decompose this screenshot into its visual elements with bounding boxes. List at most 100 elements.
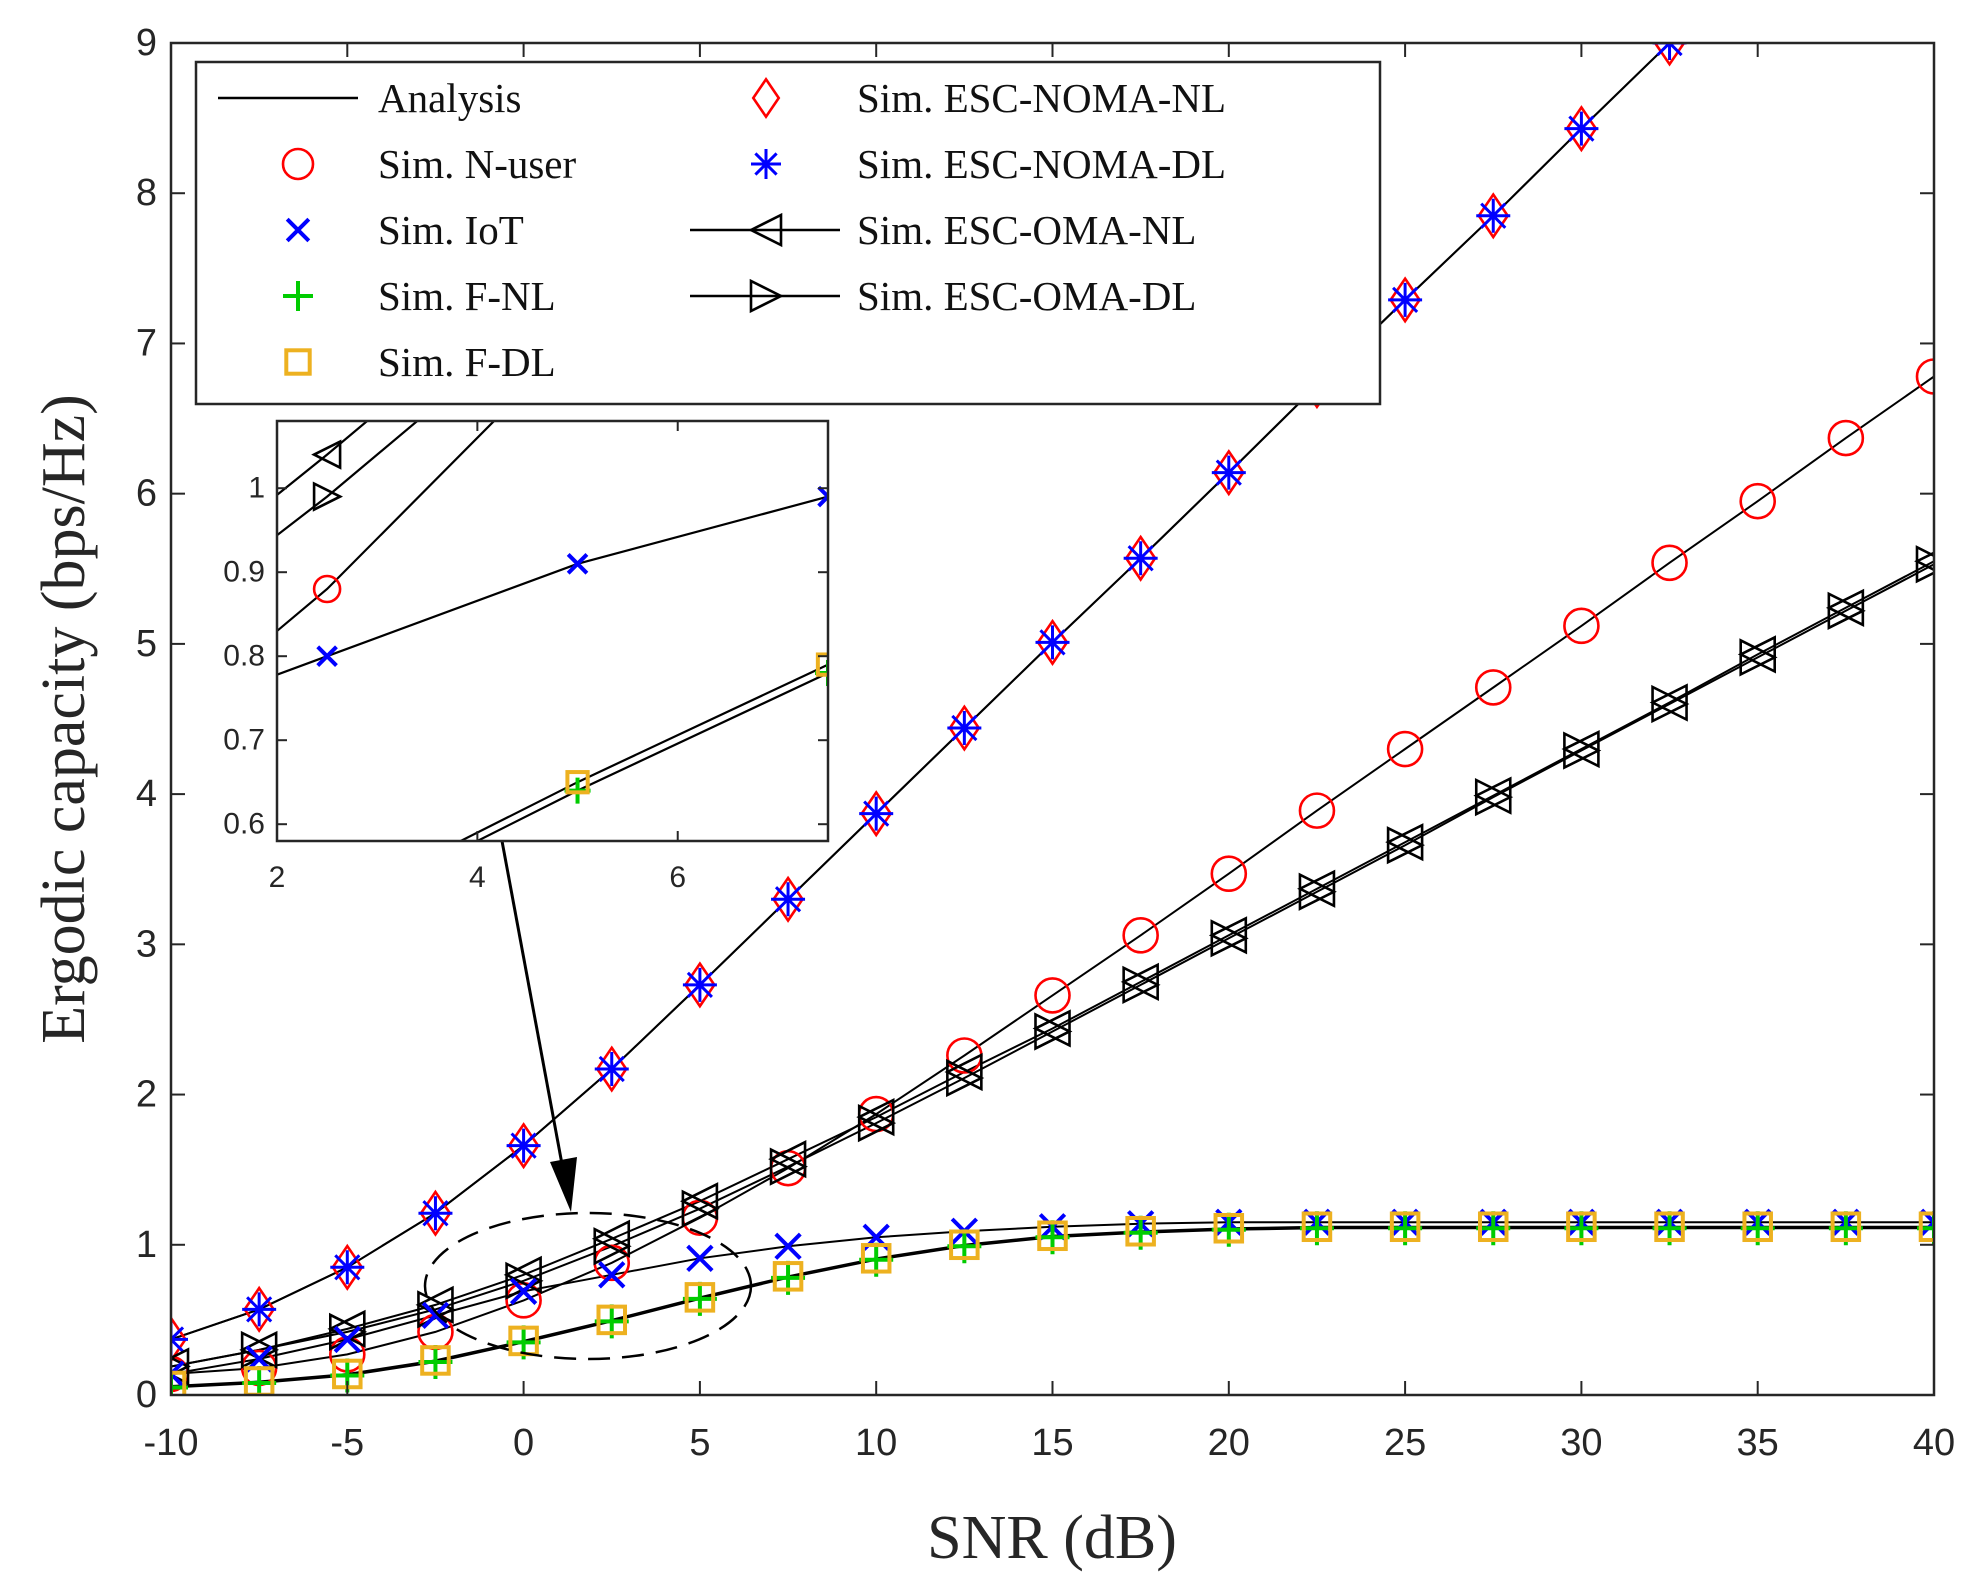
marker-sim-esc-noma-dl xyxy=(594,1052,629,1087)
legend-item-analysis: Analysis xyxy=(218,75,522,121)
marker-sim-esc-oma-dl xyxy=(593,1227,632,1266)
marker-sim-esc-noma-dl xyxy=(771,882,806,917)
marker-sim-f-dl xyxy=(949,1229,980,1261)
x-tick-label: 4 xyxy=(469,861,486,894)
marker-sim-esc-noma-dl xyxy=(1211,455,1246,490)
marker-sim-esc-oma-nl xyxy=(1825,588,1865,627)
marker-sim-esc-oma-dl xyxy=(681,1189,720,1228)
marker-sim-esc-oma-dl xyxy=(1034,1012,1073,1051)
marker-sim-esc-oma-dl xyxy=(946,1058,985,1098)
marker-sim-n-user xyxy=(1651,544,1688,582)
marker-sim-esc-noma-nl xyxy=(243,1285,276,1333)
legend-label: Sim. F-DL xyxy=(378,339,556,385)
marker-sim-esc-noma-dl xyxy=(1035,625,1070,660)
marker-sim-esc-noma-nl xyxy=(1389,276,1422,324)
y-axis-label: Ergodic capacity (bps/Hz) xyxy=(30,394,98,1044)
marker-sim-esc-oma-nl xyxy=(1297,869,1336,908)
callout xyxy=(423,840,753,1361)
marker-sim-esc-oma-dl xyxy=(1474,778,1514,817)
callout-arrowhead xyxy=(550,1157,577,1212)
marker-sim-esc-noma-nl xyxy=(1124,534,1157,582)
marker-sim-esc-oma-dl xyxy=(1827,591,1866,630)
x-tick-label: 0 xyxy=(513,1422,534,1464)
marker-sim-f-dl xyxy=(1037,1220,1068,1252)
main-markers xyxy=(171,43,1934,1395)
legend-items: Analysis Sim. N-user Sim. IoT Sim. F-NL Sim.… xyxy=(218,75,1226,385)
marker-sim-f-dl xyxy=(772,1261,804,1292)
marker-sim-esc-noma-nl xyxy=(860,790,893,838)
marker-sim-iot xyxy=(686,1244,714,1272)
inset: 2 4 6 0.6 0.7 0.8 0.9 1 xyxy=(223,419,830,894)
marker-sim-esc-oma-nl xyxy=(1649,683,1688,722)
y-tick-label: 0.8 xyxy=(223,640,265,673)
legend-item-sim-f-nl: Sim. F-NL xyxy=(283,273,556,319)
y-tick-label: 0.6 xyxy=(223,808,265,841)
marker-sim-esc-oma-dl xyxy=(1386,826,1426,865)
y-tick-label: 0 xyxy=(136,1374,157,1416)
marker-sim-f-dl xyxy=(684,1282,716,1313)
x-tick-label: -5 xyxy=(330,1422,364,1464)
x-tick-label: 25 xyxy=(1384,1422,1426,1464)
marker-sim-iot xyxy=(598,1261,626,1289)
marker-sim-esc-oma-dl xyxy=(1563,731,1602,770)
marker-sim-iot xyxy=(817,485,828,508)
y-tick-label: 9 xyxy=(136,22,157,64)
marker-sim-n-user xyxy=(1034,977,1071,1014)
marker-sim-f-dl xyxy=(1213,1212,1245,1244)
legend-marker-symbol xyxy=(285,217,311,243)
marker-sim-esc-oma-nl xyxy=(1737,635,1776,674)
marker-sim-iot xyxy=(421,1301,450,1330)
marker-sim-n-user xyxy=(1210,855,1248,893)
legend-item-sim-iot: Sim. IoT xyxy=(285,207,524,253)
x-tick-label: -10 xyxy=(144,1422,199,1464)
y-tick-label: 4 xyxy=(136,773,157,815)
marker-sim-esc-noma-dl xyxy=(242,1292,277,1327)
marker-sim-esc-oma-nl xyxy=(944,1052,983,1092)
marker-sim-esc-noma-dl xyxy=(947,711,982,746)
legend-label: Sim. IoT xyxy=(378,207,524,253)
marker-sim-esc-noma-dl xyxy=(418,1196,453,1231)
legend-marker-symbol xyxy=(281,147,315,181)
marker-sim-esc-noma-nl xyxy=(683,961,716,1009)
legend-item-sim-n-user: Sim. N-user xyxy=(281,141,577,187)
marker-sim-esc-oma-dl xyxy=(312,481,343,512)
marker-sim-n-user xyxy=(1298,792,1336,829)
marker-sim-esc-noma-dl xyxy=(1476,198,1511,233)
marker-sim-esc-noma-dl xyxy=(1564,111,1599,146)
y-tick-label: 7 xyxy=(136,322,157,364)
marker-sim-n-user xyxy=(1739,482,1776,520)
marker-sim-esc-noma-dl xyxy=(682,967,717,1002)
marker-sim-esc-oma-nl xyxy=(679,1182,719,1221)
y-tick-label: 5 xyxy=(136,623,157,665)
marker-sim-iot xyxy=(509,1277,538,1306)
legend: Analysis Sim. N-user Sim. IoT Sim. F-NL Sim.… xyxy=(194,60,1382,406)
legend-marker-symbol xyxy=(748,212,783,248)
marker-sim-esc-oma-nl xyxy=(1120,962,1159,1001)
marker-sim-n-user xyxy=(1474,669,1512,706)
x-tick-label: 2 xyxy=(269,861,286,894)
marker-sim-f-dl xyxy=(565,770,590,795)
marker-sim-esc-oma-nl xyxy=(1473,776,1512,815)
y-tick-label: 1 xyxy=(248,472,265,505)
main-ticks: -10 -5 0 5 10 15 20 25 30 35 40 0 1 2 3 4 5 6 7 8 9 xyxy=(136,22,1955,1464)
marker-sim-f-dl xyxy=(420,1345,451,1376)
y-tick-label: 8 xyxy=(136,172,157,214)
marker-sim-f-dl xyxy=(1742,1211,1773,1243)
marker-sim-esc-noma-nl xyxy=(1653,43,1686,67)
marker-sim-esc-oma-dl xyxy=(1298,872,1337,911)
y-tick-label: 3 xyxy=(136,923,157,965)
marker-sim-esc-noma-dl xyxy=(859,796,894,831)
marker-sim-esc-oma-dl xyxy=(1122,965,1161,1004)
x-tick-label: 6 xyxy=(669,861,686,894)
marker-sim-esc-noma-nl xyxy=(595,1045,628,1093)
marker-sim-esc-noma-nl xyxy=(419,1189,452,1237)
marker-sim-esc-noma-dl xyxy=(506,1128,541,1163)
marker-sim-esc-noma-dl xyxy=(330,1250,365,1285)
callout-arrow-line xyxy=(500,840,566,1176)
legend-label: Sim. ESC-NOMA-DL xyxy=(857,141,1226,187)
legend-item-sim-esc-noma-dl: Sim. ESC-NOMA-DL xyxy=(751,141,1226,187)
marker-sim-n-user xyxy=(1122,917,1159,954)
marker-sim-esc-noma-nl xyxy=(1036,618,1069,666)
legend-marker-symbol xyxy=(751,76,781,120)
marker-sim-esc-oma-dl xyxy=(1739,638,1778,677)
